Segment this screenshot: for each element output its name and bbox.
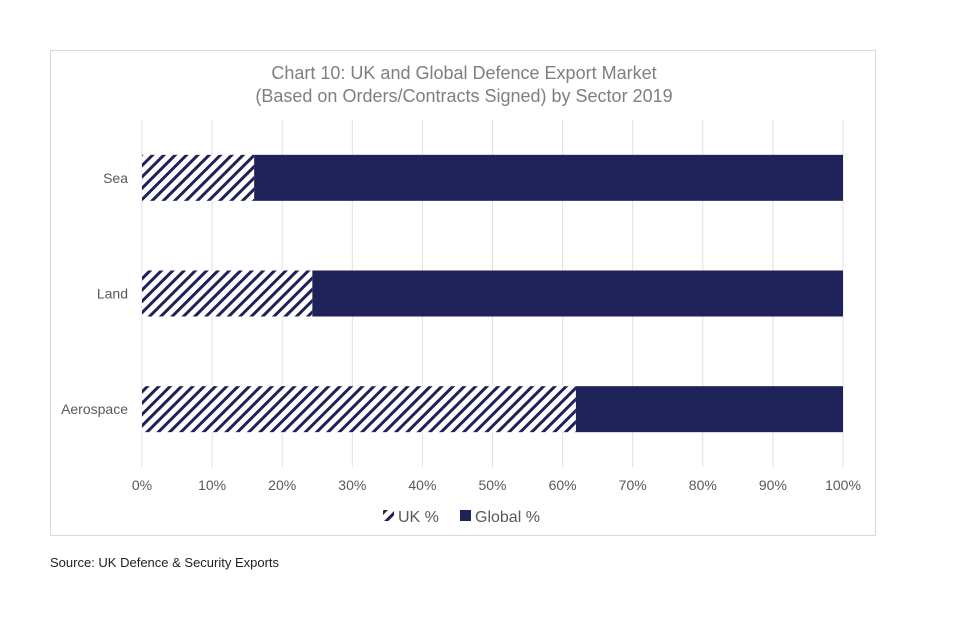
- x-tick-label: 90%: [759, 477, 787, 493]
- bar-global-sea: [254, 154, 843, 201]
- bar-uk-aerospace: [142, 386, 576, 433]
- x-tick-label: 50%: [478, 477, 506, 493]
- source-note: Source: UK Defence & Security Exports: [50, 555, 280, 570]
- x-tick-label: 80%: [689, 477, 717, 493]
- category-label: Aerospace: [61, 401, 128, 417]
- category-label: Sea: [103, 170, 128, 186]
- bar-uk-sea: [142, 154, 255, 201]
- chart-frame: [50, 50, 876, 536]
- legend-label-uk: UK %: [398, 509, 439, 526]
- x-tick-label: 0%: [132, 477, 152, 493]
- x-tick-label: 40%: [408, 477, 436, 493]
- category-label: Land: [97, 286, 128, 302]
- x-tick-label: 100%: [825, 477, 861, 493]
- bar-global-aerospace: [575, 386, 843, 433]
- legend: UK % Global %: [383, 509, 540, 526]
- legend-swatch-uk: [383, 510, 394, 521]
- x-tick-label: 10%: [198, 477, 226, 493]
- chart-title-line-2: (Based on Orders/Contracts Signed) by Se…: [255, 86, 672, 106]
- x-tick-label: 70%: [619, 477, 647, 493]
- x-tick-label: 60%: [549, 477, 577, 493]
- x-tick-label: 20%: [268, 477, 296, 493]
- bar-uk-land: [142, 270, 313, 317]
- legend-label-global: Global %: [475, 509, 540, 526]
- bar-global-land: [312, 270, 843, 317]
- x-tick-label: 30%: [338, 477, 366, 493]
- chart-title-line-1: Chart 10: UK and Global Defence Export M…: [271, 63, 656, 83]
- legend-swatch-global: [460, 510, 471, 521]
